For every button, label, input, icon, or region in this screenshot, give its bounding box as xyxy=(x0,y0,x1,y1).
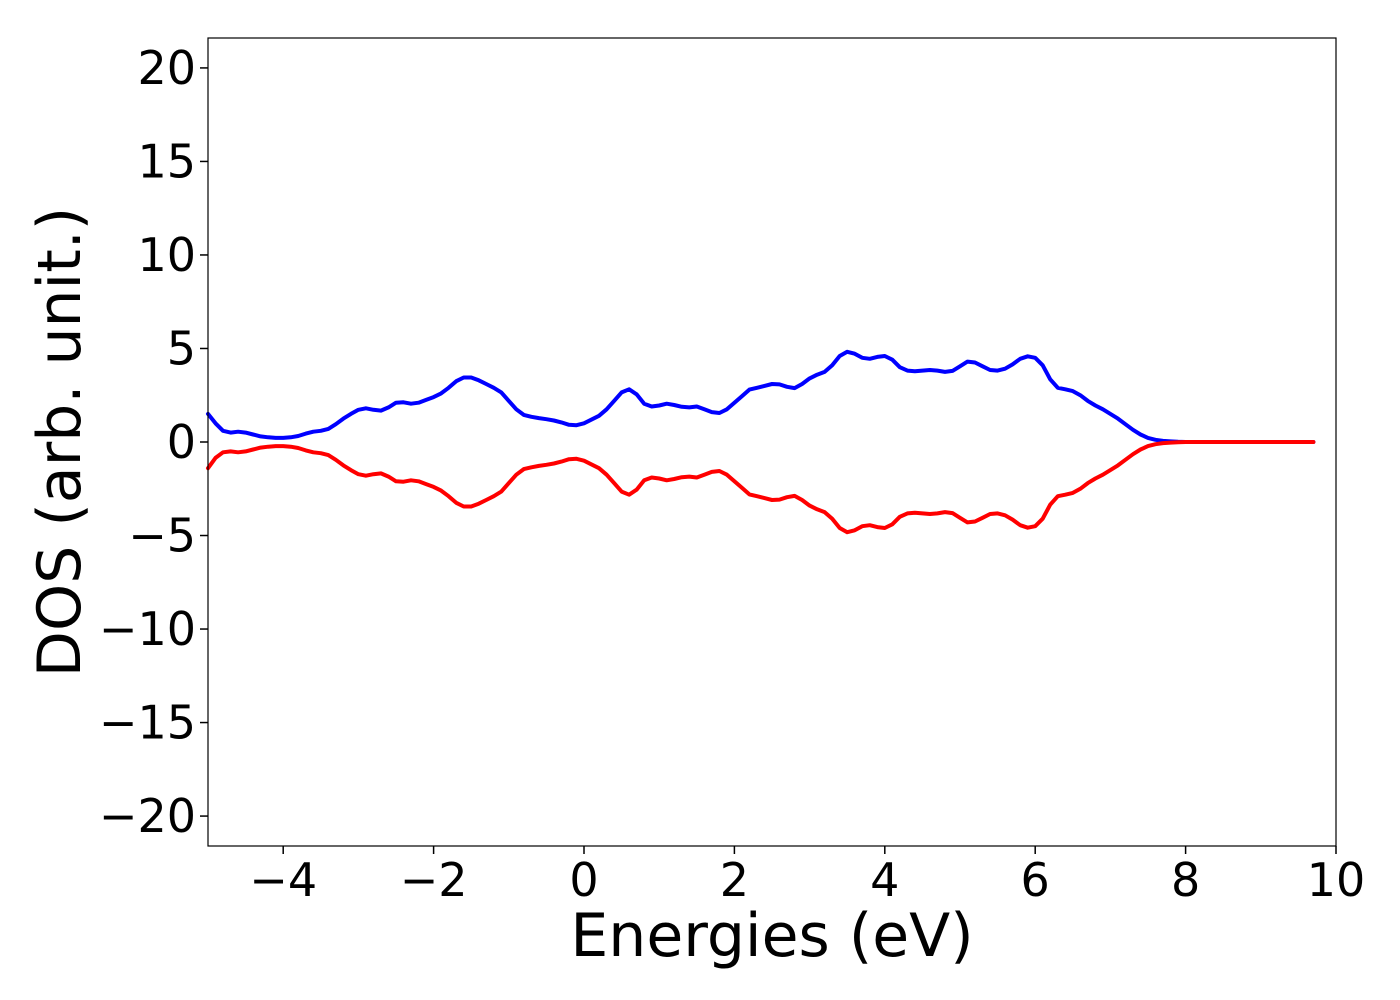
y-tick-label: 5 xyxy=(167,321,196,375)
y-tick-label: 0 xyxy=(167,415,196,469)
x-tick-label: 8 xyxy=(1171,853,1200,907)
series-line-1 xyxy=(206,349,1316,444)
x-tick-label: 10 xyxy=(1307,853,1366,907)
y-tick-label: 10 xyxy=(137,228,196,282)
y-tick-label: −10 xyxy=(99,602,196,656)
y-tick-label: −5 xyxy=(128,509,196,563)
y-axis: 20 15 10 5 0 −5 −10 −15 −20 xyxy=(99,41,208,843)
series-line-2 xyxy=(206,440,1316,535)
x-tick-label: −2 xyxy=(400,853,468,907)
x-axis: −4 −2 0 2 4 6 8 10 xyxy=(249,846,1365,907)
y-tick-label: 20 xyxy=(137,41,196,95)
series-layer xyxy=(206,349,1316,535)
x-tick-label: 6 xyxy=(1021,853,1050,907)
y-axis-label: DOS (arb. unit.) xyxy=(25,207,95,677)
x-tick-label: −4 xyxy=(249,853,317,907)
x-tick-label: 0 xyxy=(569,853,598,907)
x-tick-label: 2 xyxy=(720,853,749,907)
x-axis-label: Energies (eV) xyxy=(570,901,973,971)
y-tick-label: −15 xyxy=(99,696,196,750)
y-tick-label: 15 xyxy=(137,134,196,188)
y-tick-label: −20 xyxy=(99,789,196,843)
x-tick-label: 4 xyxy=(870,853,899,907)
